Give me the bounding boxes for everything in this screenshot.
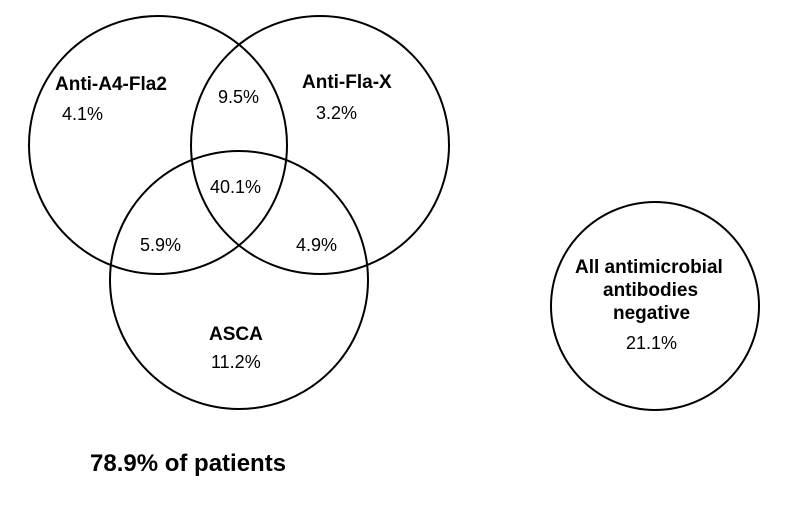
circle-a-name: Anti-A4-Fla2: [55, 74, 167, 96]
diagram-caption: 78.9% of patients: [90, 450, 286, 478]
circle-d-name-line1: All antimicrobial: [575, 257, 723, 279]
intersection-abc-value: 40.1%: [210, 177, 261, 198]
circle-b-name: Anti-Fla-X: [302, 72, 392, 94]
circle-c-name: ASCA: [209, 324, 263, 346]
circle-d-name-line2: antibodies: [603, 280, 698, 302]
circle-b-value: 3.2%: [316, 103, 357, 124]
circle-c-value: 11.2%: [211, 352, 261, 373]
circle-a-value: 4.1%: [62, 104, 103, 125]
intersection-bc-value: 4.9%: [296, 235, 337, 256]
intersection-ab-value: 9.5%: [218, 87, 259, 108]
intersection-ac-value: 5.9%: [140, 235, 181, 256]
circle-d-name-line3: negative: [613, 303, 690, 325]
circle-d-value: 21.1%: [626, 333, 677, 354]
